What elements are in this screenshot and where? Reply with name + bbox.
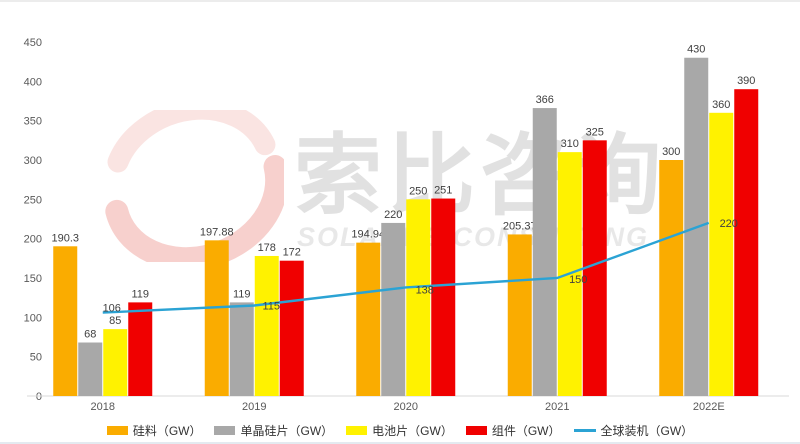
bar [128, 302, 153, 396]
x-category-label: 2018 [91, 401, 115, 413]
x-category-label: 2020 [394, 401, 418, 413]
x-category-label: 2019 [242, 401, 266, 413]
y-tick-label: 250 [24, 194, 42, 206]
bar [507, 234, 532, 396]
bar [709, 112, 734, 397]
bar [78, 342, 103, 396]
chart-legend: 硅料（GW） 单晶硅片（GW） 电池片（GW） 组件（GW） 全球装机（GW） [0, 422, 800, 439]
y-tick-label: 400 [24, 76, 42, 88]
bar-value-label: 325 [586, 126, 604, 138]
x-category-label: 2021 [545, 401, 569, 413]
line-value-label: 106 [103, 303, 121, 315]
legend-bar-swatch-icon [346, 426, 368, 435]
y-tick-label: 150 [24, 273, 42, 285]
bar-value-label: 251 [434, 185, 452, 197]
bar [431, 198, 456, 396]
bar [381, 222, 406, 396]
bar [532, 108, 557, 396]
y-tick-label: 100 [24, 312, 42, 324]
bar [659, 160, 684, 396]
legend-item: 全球装机（GW） [573, 422, 694, 439]
legend-item: 单晶硅片（GW） [214, 422, 333, 439]
bar-value-label: 300 [662, 146, 680, 158]
bar-value-label: 190.3 [51, 232, 79, 244]
bar-value-label: 197.88 [200, 226, 234, 238]
legend-bar-swatch-icon [214, 426, 236, 435]
bar-value-label: 119 [233, 288, 251, 300]
y-tick-label: 0 [36, 391, 42, 403]
chart-plot-area: 0 50 100 150 200 250 300 350 400 450 190.3 197.88 19… [24, 37, 789, 413]
bar-value-label: 85 [109, 315, 121, 327]
y-tick-label: 450 [24, 37, 42, 49]
bar-value-label: 178 [258, 242, 276, 254]
bar-value-label: 360 [712, 99, 730, 111]
line-value-label: 115 [262, 301, 280, 313]
line-value-label: 138 [416, 284, 434, 296]
bar [204, 240, 229, 396]
bar-value-label: 119 [131, 288, 149, 300]
bar [356, 242, 381, 396]
legend-bar-swatch-icon [106, 426, 128, 435]
legend-bar-swatch-icon [465, 426, 487, 435]
y-tick-label: 200 [24, 234, 42, 246]
line-value-label: 150 [569, 274, 587, 286]
bar [103, 329, 128, 396]
line-series [102, 221, 710, 314]
legend-item: 电池片（GW） [346, 422, 453, 439]
bar [254, 255, 279, 396]
bar [734, 89, 759, 396]
line-value-label: 220 [720, 218, 738, 230]
bar [279, 260, 304, 396]
bar [229, 302, 254, 396]
legend-label: 组件（GW） [491, 424, 561, 438]
x-category-label: 2022E [693, 401, 725, 413]
bar [406, 199, 431, 396]
bar-value-label: 250 [409, 185, 427, 197]
bar-value-label: 194.94 [351, 229, 385, 241]
bar-value-label: 390 [737, 75, 755, 87]
legend-item: 组件（GW） [465, 422, 561, 439]
y-tick-label: 300 [24, 155, 42, 167]
bar-value-label: 430 [687, 44, 705, 56]
bar [53, 246, 78, 396]
legend-label: 硅料（GW） [132, 424, 202, 438]
bar-value-label: 366 [536, 94, 554, 106]
legend-line-swatch-icon [573, 429, 596, 432]
bar-value-label: 205.37 [503, 220, 537, 232]
bar-value-label: 172 [283, 247, 301, 259]
legend-item: 硅料（GW） [106, 422, 202, 439]
y-tick-label: 350 [24, 116, 42, 128]
legend-label: 电池片（GW） [372, 424, 453, 438]
bar-value-label: 310 [561, 138, 579, 150]
bar-value-label: 220 [384, 209, 402, 221]
bar-value-label: 68 [84, 329, 96, 341]
y-tick-label: 50 [30, 352, 42, 364]
legend-label: 全球装机（GW） [600, 424, 694, 438]
legend-label: 单晶硅片（GW） [240, 424, 334, 438]
